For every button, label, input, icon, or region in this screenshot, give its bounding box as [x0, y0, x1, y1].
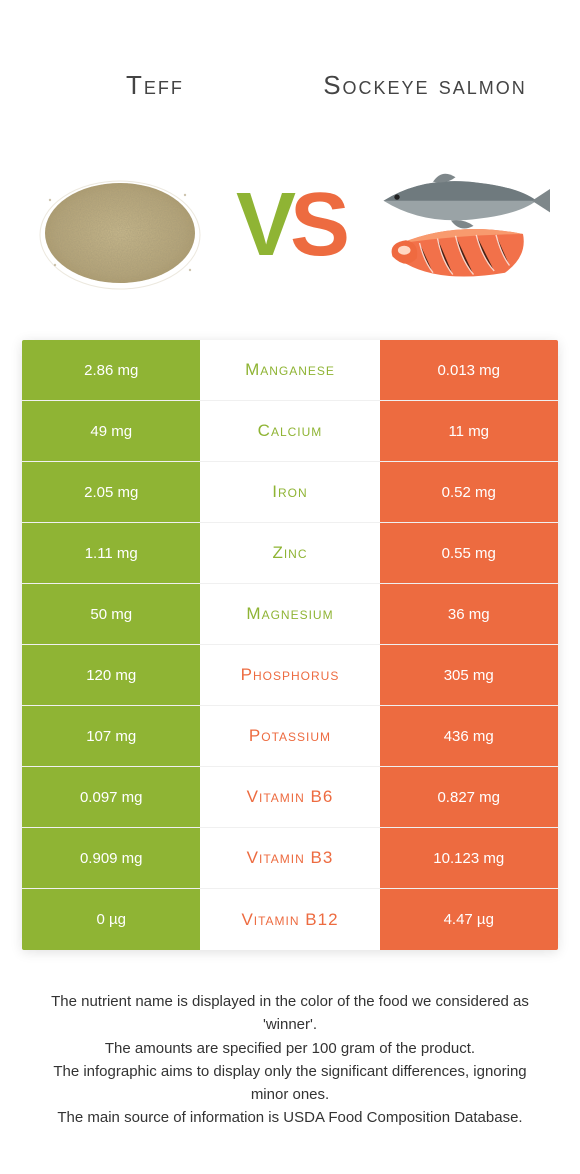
cell-left-value: 2.05 mg: [22, 462, 200, 522]
cell-left-value: 0 µg: [22, 889, 200, 950]
cell-nutrient-label: Phosphorus: [200, 645, 379, 705]
table-row: 0.097 mgVitamin B60.827 mg: [22, 767, 558, 828]
table-row: 2.05 mgIron0.52 mg: [22, 462, 558, 523]
cell-right-value: 36 mg: [380, 584, 558, 644]
cell-nutrient-label: Vitamin B12: [200, 889, 379, 950]
cell-left-value: 0.097 mg: [22, 767, 200, 827]
teff-image: [30, 145, 210, 305]
table-row: 1.11 mgZinc0.55 mg: [22, 523, 558, 584]
cell-right-value: 0.55 mg: [380, 523, 558, 583]
title-right: Sockeye salmon: [310, 70, 540, 101]
cell-nutrient-label: Manganese: [200, 340, 379, 400]
cell-right-value: 11 mg: [380, 401, 558, 461]
cell-nutrient-label: Iron: [200, 462, 379, 522]
cell-left-value: 2.86 mg: [22, 340, 200, 400]
table-row: 0 µgVitamin B124.47 µg: [22, 889, 558, 950]
cell-right-value: 0.013 mg: [380, 340, 558, 400]
table-row: 120 mgPhosphorus305 mg: [22, 645, 558, 706]
cell-right-value: 4.47 µg: [380, 889, 558, 950]
images-row: VS: [0, 130, 580, 330]
footer-line: The infographic aims to display only the…: [40, 1060, 540, 1107]
cell-left-value: 0.909 mg: [22, 828, 200, 888]
cell-nutrient-label: Magnesium: [200, 584, 379, 644]
vs-v: V: [236, 175, 290, 275]
table-row: 49 mgCalcium11 mg: [22, 401, 558, 462]
cell-right-value: 305 mg: [380, 645, 558, 705]
footer-notes: The nutrient name is displayed in the co…: [40, 990, 540, 1130]
cell-right-value: 0.827 mg: [380, 767, 558, 827]
cell-nutrient-label: Vitamin B6: [200, 767, 379, 827]
cell-nutrient-label: Calcium: [200, 401, 379, 461]
cell-left-value: 50 mg: [22, 584, 200, 644]
vs-label: VS: [236, 174, 344, 277]
cell-right-value: 436 mg: [380, 706, 558, 766]
cell-nutrient-label: Zinc: [200, 523, 379, 583]
table-row: 2.86 mgManganese0.013 mg: [22, 340, 558, 401]
table-row: 107 mgPotassium436 mg: [22, 706, 558, 767]
footer-line: The nutrient name is displayed in the co…: [40, 990, 540, 1037]
cell-left-value: 49 mg: [22, 401, 200, 461]
cell-nutrient-label: Potassium: [200, 706, 379, 766]
cell-left-value: 120 mg: [22, 645, 200, 705]
salmon-image: [370, 145, 550, 305]
header: Teff Sockeye salmon: [0, 0, 580, 130]
table-row: 50 mgMagnesium36 mg: [22, 584, 558, 645]
footer-line: The amounts are specified per 100 gram o…: [40, 1037, 540, 1060]
cell-right-value: 10.123 mg: [380, 828, 558, 888]
vs-s: S: [290, 175, 344, 275]
cell-left-value: 107 mg: [22, 706, 200, 766]
comparison-table: 2.86 mgManganese0.013 mg49 mgCalcium11 m…: [22, 340, 558, 950]
cell-left-value: 1.11 mg: [22, 523, 200, 583]
title-left: Teff: [40, 70, 270, 101]
table-row: 0.909 mgVitamin B310.123 mg: [22, 828, 558, 889]
footer-line: The main source of information is USDA F…: [40, 1106, 540, 1129]
cell-right-value: 0.52 mg: [380, 462, 558, 522]
cell-nutrient-label: Vitamin B3: [200, 828, 379, 888]
